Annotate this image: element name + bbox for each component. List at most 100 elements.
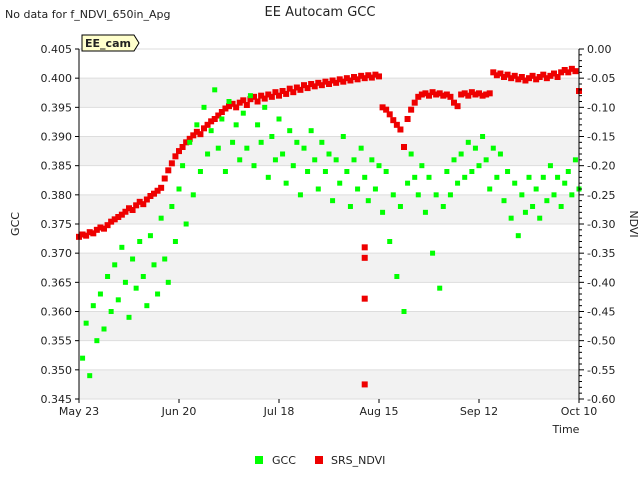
ndvi-point (451, 99, 457, 106)
gcc-point (483, 157, 489, 163)
ndvi-point (540, 71, 547, 78)
ndvi-point (204, 121, 211, 128)
gcc-point (322, 169, 328, 174)
gcc-point (151, 262, 157, 268)
ndvi-point (251, 93, 257, 100)
ndvi-point (265, 91, 272, 98)
ndvi-point (508, 75, 515, 82)
ndvi-point (501, 74, 507, 80)
gcc-point (208, 128, 214, 134)
ndvi-point (186, 135, 193, 142)
ndvi-point (465, 92, 472, 99)
ndvi-point (472, 91, 479, 98)
ndvi-point (229, 100, 236, 107)
gcc-point (176, 186, 182, 192)
ndvi-point (318, 82, 325, 89)
gcc-point (465, 139, 471, 145)
gcc-point (426, 174, 432, 180)
gcc-point (476, 163, 482, 169)
ndvi-point (183, 139, 190, 146)
gcc-point (458, 151, 464, 157)
y-tick-label: 0.350 (41, 364, 73, 377)
ndvi-point (226, 103, 232, 110)
ndvi-point (347, 77, 354, 84)
ndvi-point (468, 89, 475, 96)
ndvi-point (511, 72, 518, 79)
gcc-point (501, 198, 507, 204)
y2-tick-label: -0.15 (587, 131, 615, 144)
y-tick-label: 0.395 (41, 101, 73, 114)
gcc-point (212, 87, 218, 93)
gcc-point (522, 209, 528, 215)
ndvi-point (533, 76, 540, 83)
ndvi-point (336, 76, 343, 83)
gcc-point (205, 151, 211, 157)
ndvi-point (376, 73, 382, 80)
y-tick-label: 0.370 (41, 247, 73, 260)
gcc-point (105, 274, 111, 279)
gcc-point (287, 128, 293, 134)
x-axis-ticks: May 23 Jun 20 Jul 18 Aug 15 Sep 12 Oct 10 (59, 399, 597, 418)
gcc-point (133, 285, 139, 291)
ndvi-point (193, 128, 200, 135)
gcc-point (390, 192, 396, 198)
gcc-point (422, 209, 428, 215)
band (79, 369, 579, 399)
ndvi-point (372, 71, 379, 78)
gcc-point (472, 145, 478, 151)
ndvi-point (104, 222, 111, 229)
gcc-point (122, 279, 128, 285)
gcc-point (237, 157, 243, 163)
gcc-point (137, 239, 143, 244)
ndvi-point (558, 69, 565, 76)
badge-label: EE_cam (85, 37, 131, 50)
gcc-point (272, 157, 278, 163)
ndvi-point (179, 144, 186, 150)
gcc-point (294, 139, 300, 145)
ndvi-point (490, 69, 497, 76)
ndvi-point (426, 92, 432, 99)
gcc-point (219, 116, 225, 122)
ndvi-point (361, 244, 368, 251)
gcc-point (494, 174, 500, 180)
ndvi-point (547, 72, 554, 79)
gcc-point (383, 169, 389, 174)
ndvi-point (358, 72, 365, 79)
background-bands (79, 78, 579, 399)
gcc-point (308, 128, 314, 134)
ndvi-point (329, 77, 336, 84)
right-axis-ticks: 0.00 -0.05 -0.10 -0.15 -0.20 -0.25 -0.30 -0.35 -… (579, 43, 615, 406)
ndvi-point (136, 198, 143, 205)
gcc-point (551, 192, 557, 198)
ndvi-point (561, 67, 568, 73)
y2-tick-label: -0.10 (587, 101, 615, 114)
gcc-point (533, 186, 539, 192)
ndvi-point (90, 230, 97, 237)
gcc-point (430, 250, 436, 256)
gcc-point (297, 192, 303, 198)
ndvi-point (436, 90, 443, 97)
ndvi-point (401, 144, 407, 150)
ndvi-point (572, 68, 579, 75)
gcc-point (215, 145, 221, 151)
y2-tick-label: -0.30 (587, 218, 615, 231)
gcc-point (112, 262, 118, 268)
gcc-point (380, 209, 386, 215)
x-tick-label: Aug 15 (360, 405, 399, 418)
gcc-point (251, 163, 257, 169)
gcc-point (222, 169, 228, 174)
legend-gcc-label: GCC (272, 454, 296, 467)
ndvi-point (383, 106, 390, 113)
gcc-point (440, 204, 446, 209)
x-tick-label: Sep 12 (460, 405, 498, 418)
ndvi-point (386, 111, 393, 118)
ndvi-point (440, 92, 447, 99)
gcc-point (244, 145, 250, 151)
gcc-point (269, 134, 275, 139)
ndvi-point (486, 90, 493, 97)
gcc-point (162, 256, 168, 262)
ndvi-point (568, 65, 575, 72)
gcc-point (230, 139, 236, 145)
band (79, 136, 579, 166)
ndvi-point (168, 160, 175, 167)
